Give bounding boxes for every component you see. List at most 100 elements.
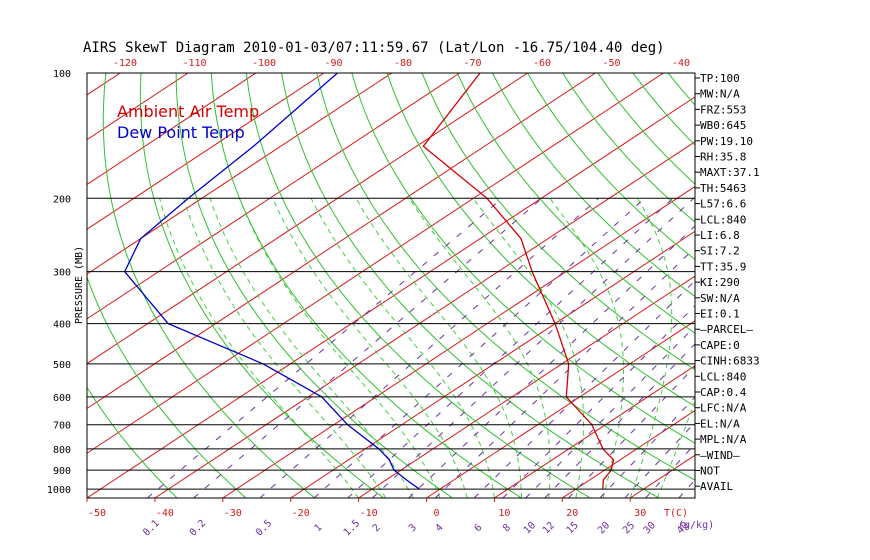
legend-ambient-air-temp: Ambient Air Temp xyxy=(117,102,259,121)
top-temp-tick-label: -100 xyxy=(252,58,276,69)
index-entry: SI:7.2 xyxy=(700,245,740,258)
dry-adiabat-line xyxy=(245,73,591,498)
index-entry: LFC:N/A xyxy=(700,402,747,415)
index-entry: L57:6.6 xyxy=(700,198,746,211)
isotherm-line xyxy=(426,320,695,498)
pressure-tick-label: 400 xyxy=(53,320,71,331)
index-entry: CINH:6833 xyxy=(700,355,760,368)
mixing-ratio-line xyxy=(544,343,695,498)
mixing-ratio-line xyxy=(434,247,695,498)
index-entry: –PARCEL– xyxy=(700,323,753,336)
mixing-ratio-tick-label: 0.2 xyxy=(188,518,209,539)
index-entry: TP:100 xyxy=(700,72,740,85)
mixing-ratio-line xyxy=(347,197,674,498)
moist-adiabat-line xyxy=(159,198,360,498)
mixing-ratio-line xyxy=(502,305,695,498)
bottom-temp-tick-label: -10 xyxy=(360,508,378,519)
index-entry: –WIND– xyxy=(700,449,740,462)
index-entry: TT:35.9 xyxy=(700,260,746,273)
isotherm-line xyxy=(87,73,393,275)
index-entry: EL:N/A xyxy=(700,417,740,430)
mixing-ratio-tick-label: 2 xyxy=(371,522,383,534)
index-entry: CAPE:0 xyxy=(700,339,740,352)
mixing-ratio-tick-label: 1 xyxy=(312,522,324,534)
dry-adiabat-line xyxy=(844,73,870,498)
top-temp-tick-label: -70 xyxy=(463,58,481,69)
bottom-temp-tick-label: 0 xyxy=(433,508,439,519)
dry-adiabat-line xyxy=(738,73,870,498)
bottom-temp-tick-label: 10 xyxy=(498,508,510,519)
dry-adiabat-line xyxy=(316,73,695,481)
index-entry: RH:35.8 xyxy=(700,151,746,164)
index-entry: MW:N/A xyxy=(700,88,740,101)
index-entry: SW:N/A xyxy=(700,292,740,305)
pressure-tick-label: 300 xyxy=(53,268,71,279)
index-entry: EI:0.1 xyxy=(700,308,740,321)
top-temp-tick-label: -120 xyxy=(113,58,137,69)
bottom-temp-tick-label: 20 xyxy=(566,508,578,519)
dry-adiabat-line xyxy=(102,73,316,498)
isotherm-line xyxy=(87,96,695,498)
isotherm-line xyxy=(222,185,695,498)
isotherm-line xyxy=(358,275,695,498)
plot-frame xyxy=(86,72,696,499)
pressure-tick-label: 700 xyxy=(53,421,71,432)
mixing-ratio-unit-label: (g/kg) xyxy=(678,520,714,531)
index-entry: FRZ:553 xyxy=(700,103,746,116)
dry-adiabat-line xyxy=(87,386,178,498)
isotherm-line xyxy=(87,73,460,320)
bottom-temp-tick-label: -50 xyxy=(88,508,106,519)
chart-grid xyxy=(0,73,870,498)
moist-adiabat-line xyxy=(272,198,468,498)
index-entry: KI:290 xyxy=(700,276,740,289)
dry-adiabat-line xyxy=(87,275,247,498)
bottom-temp-tick-label: -30 xyxy=(224,508,242,519)
moist-adiabat-line xyxy=(472,198,584,498)
isotherm-line xyxy=(766,73,870,498)
moist-adiabat-line xyxy=(310,198,495,498)
top-temp-tick-label: -40 xyxy=(672,58,690,69)
chart-legend: Ambient Air Temp Dew Point Temp xyxy=(117,102,259,142)
dry-adiabat-line xyxy=(774,73,870,498)
index-entry: MPL:N/A xyxy=(700,433,747,446)
pressure-tick-label: 900 xyxy=(53,466,71,477)
top-temp-tick-label: -80 xyxy=(394,58,412,69)
isotherm-line xyxy=(494,365,695,498)
moist-adiabat-line xyxy=(408,198,551,498)
dry-adiabat-line xyxy=(281,73,660,498)
index-entry: MAXT:37.1 xyxy=(700,166,760,179)
bottom-temp-tick-label: -20 xyxy=(292,508,310,519)
pressure-tick-label: 500 xyxy=(53,360,71,371)
dry-adiabat-line xyxy=(809,73,870,498)
index-entry: LCL:840 xyxy=(700,213,746,226)
dry-adiabat-line xyxy=(491,73,695,298)
index-entry: WB0:645 xyxy=(700,119,746,132)
index-entry: AVAIL xyxy=(700,480,733,493)
dry-adiabat-line xyxy=(421,73,695,371)
mixing-ratio-tick-label: 12 xyxy=(541,520,557,536)
mixing-ratio-tick-label: 6 xyxy=(472,522,484,534)
index-entry: NOT xyxy=(700,465,720,478)
x-axis-label: T(C) xyxy=(664,508,688,519)
moist-adiabat-line xyxy=(183,198,387,498)
pressure-tick-label: 200 xyxy=(53,194,71,205)
isotherm-line xyxy=(87,73,596,410)
mixing-ratio-line xyxy=(372,197,695,498)
index-entry: LI:6.8 xyxy=(700,229,740,242)
ambient-air-temp-line xyxy=(422,73,615,490)
mixing-ratio-tick-label: 0.5 xyxy=(254,518,275,539)
chart-series xyxy=(123,73,615,490)
pressure-tick-label: 1000 xyxy=(47,485,71,496)
dry-adiabat-line xyxy=(210,73,522,498)
mixing-ratio-line xyxy=(147,197,503,498)
legend-dew-point-temp: Dew Point Temp xyxy=(117,123,245,142)
mixing-ratio-tick-label: 8 xyxy=(501,522,513,534)
bottom-temp-tick-label: 30 xyxy=(634,508,646,519)
isotherm-line xyxy=(87,73,325,230)
dry-adiabat-line xyxy=(139,73,384,498)
mixing-ratio-tick-label: 0.1 xyxy=(141,518,162,539)
isotherm-line xyxy=(0,73,52,498)
moist-adiabat-line xyxy=(549,198,624,498)
pressure-tick-label: 600 xyxy=(53,393,71,404)
